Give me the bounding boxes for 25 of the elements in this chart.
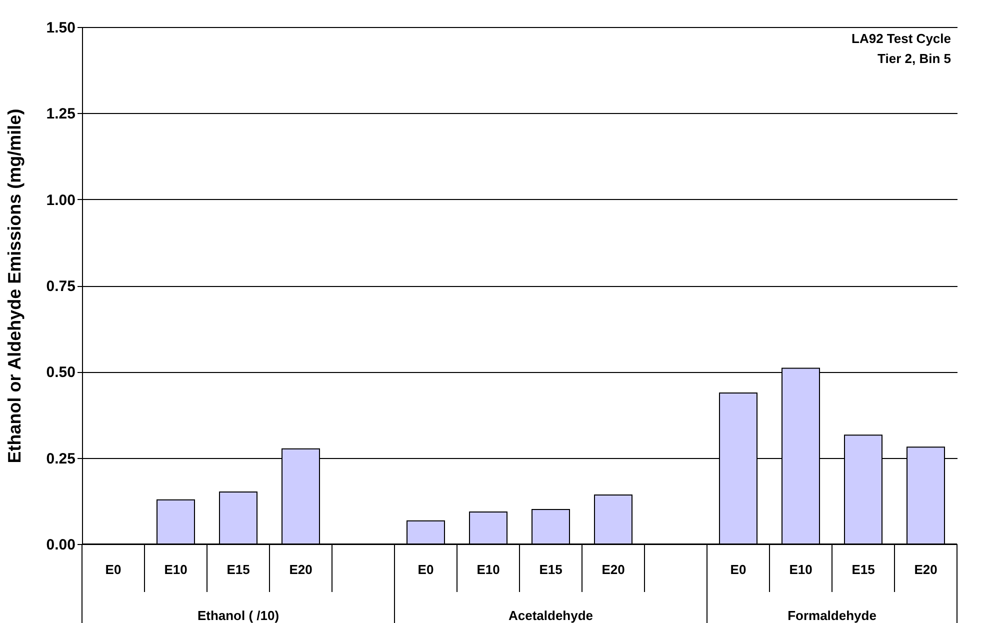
x-tick-label: E0 xyxy=(730,562,746,577)
x-tick-label: E20 xyxy=(289,562,312,577)
x-tick-label: E15 xyxy=(539,562,562,577)
y-axis-title: Ethanol or Aldehyde Emissions (mg/mile) xyxy=(4,108,24,464)
x-tick-label: E20 xyxy=(914,562,938,577)
y-tick-label: 1.25 xyxy=(46,106,76,123)
y-tick-label: 0.50 xyxy=(46,364,76,382)
x-tick-label: E0 xyxy=(105,562,122,577)
x-tick-label: E10 xyxy=(789,562,812,577)
y-tick-label: 0.25 xyxy=(46,450,76,468)
y-tick-label: 0.75 xyxy=(46,278,76,295)
x-tick-label: E10 xyxy=(476,562,500,577)
x-tick-label: E15 xyxy=(226,562,250,577)
x-tick-label: E0 xyxy=(418,562,434,577)
y-tick-label: 0.00 xyxy=(46,536,76,554)
x-tick-label: E15 xyxy=(852,562,875,577)
annotation: Tier 2, Bin 5 xyxy=(878,51,951,66)
text: Ethanol ( /10) xyxy=(197,608,280,623)
x-tick-label: E10 xyxy=(164,562,188,577)
x-tick-label: E20 xyxy=(602,562,625,577)
y-tick-label: 1.50 xyxy=(46,20,76,36)
annotation: LA92 Test Cycle xyxy=(852,31,951,46)
text: Formaldehyde xyxy=(788,608,876,623)
text: Acetaldehyde xyxy=(508,608,594,623)
y-tick-label: 1.00 xyxy=(46,192,76,209)
